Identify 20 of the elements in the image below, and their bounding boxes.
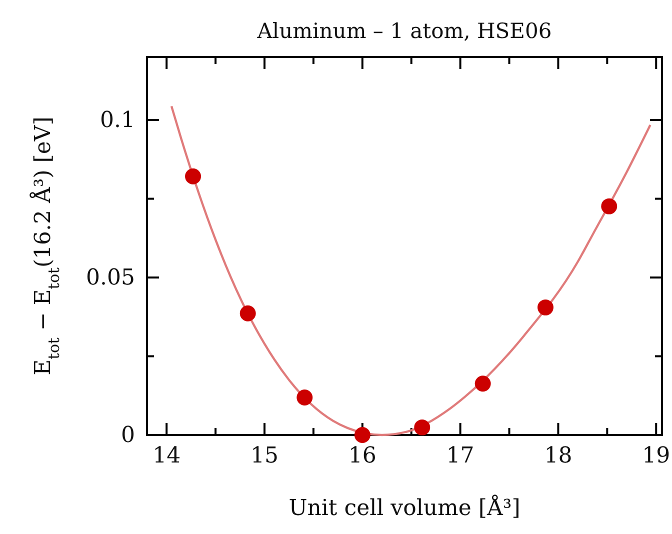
chart-title: Aluminum – 1 atom, HSE06 (256, 19, 552, 43)
point (185, 168, 201, 184)
x-tick-label: 16 (348, 444, 376, 469)
x-tick-label: 15 (250, 444, 278, 469)
y-tick-label: 0.1 (100, 108, 135, 134)
point (296, 390, 313, 406)
y-tick-label: 0.05 (86, 266, 135, 291)
point (538, 299, 554, 316)
point (474, 376, 491, 392)
x-tick-label: 18 (544, 444, 572, 469)
x-tick-label: 19 (642, 444, 670, 469)
point (414, 419, 430, 436)
point (601, 198, 618, 214)
x-tick-label: 17 (446, 444, 474, 469)
x-axis-title: Unit cell volume [Å³] (288, 494, 520, 521)
line-series (170, 105, 652, 436)
x-tick-label: 14 (152, 444, 181, 469)
point (354, 427, 370, 443)
point (240, 305, 256, 322)
y-tick-label: 0 (121, 423, 135, 448)
